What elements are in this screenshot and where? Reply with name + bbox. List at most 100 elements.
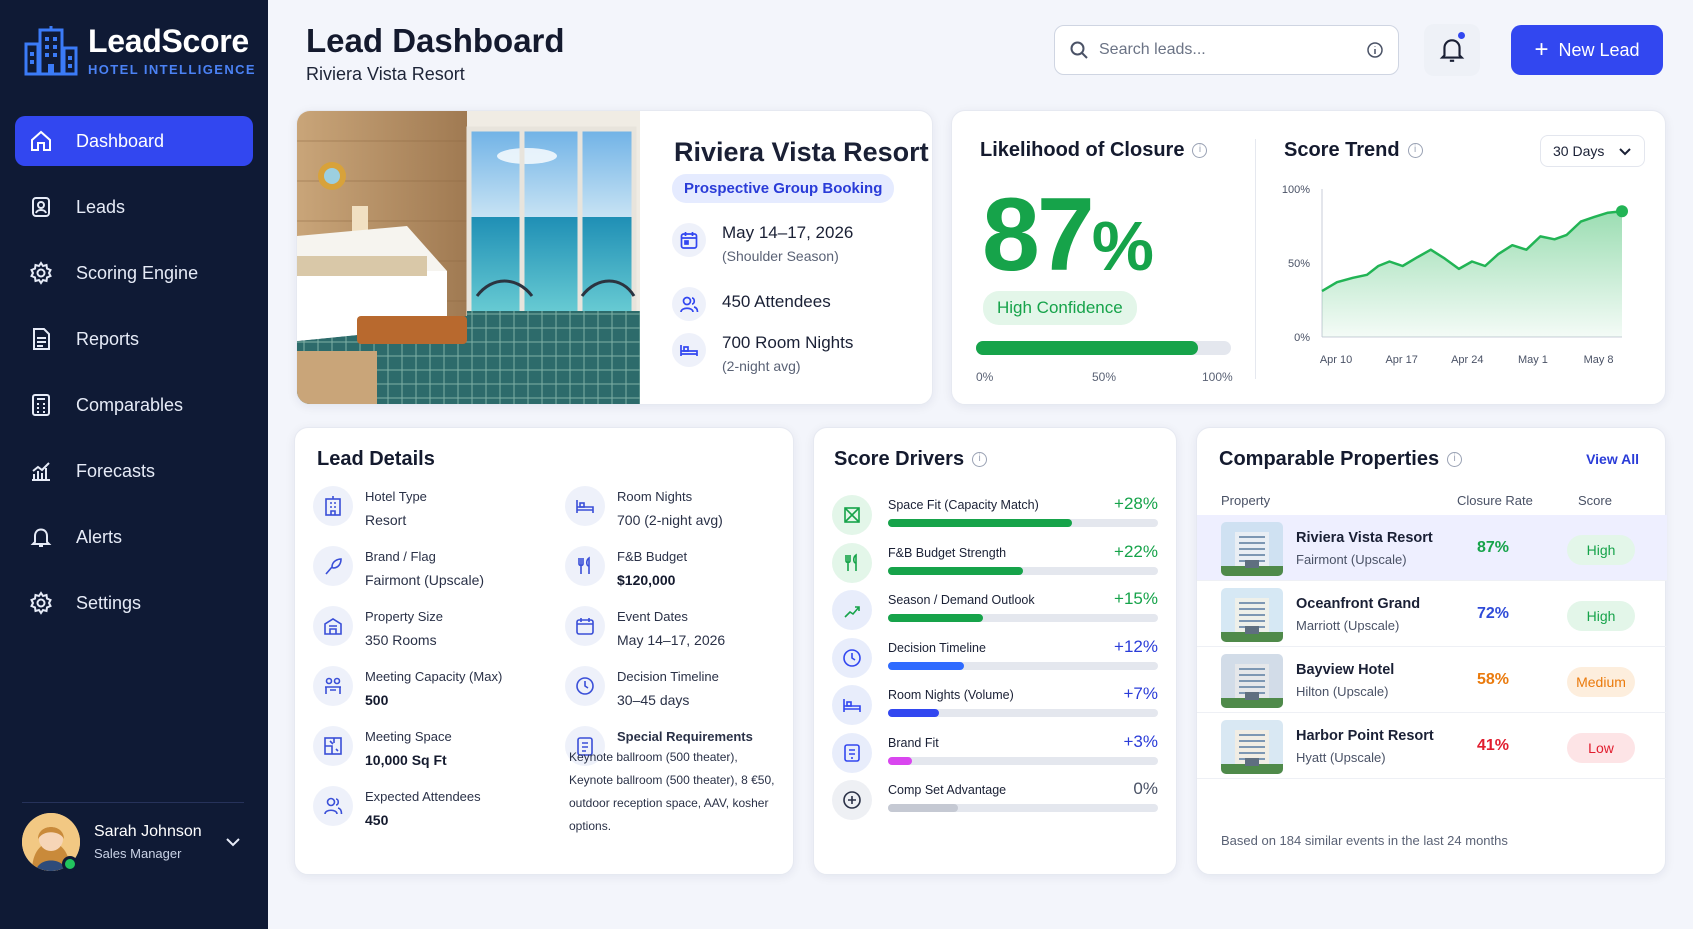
plus-circle-icon [832,780,872,820]
search-box[interactable] [1054,25,1399,75]
page-title: Lead Dashboard [306,22,565,59]
lead-details-card: Lead Details Hotel Type Resort Brand / Fl… [294,427,794,875]
column-header-property[interactable]: Property [1221,493,1271,508]
x-tick-label: Apr 10 [1320,354,1352,366]
sidebar-item-label: Comparables [76,394,184,415]
score-driver-row: F&B Budget Strength +22% [832,542,1158,593]
score-driver-bar-fill [888,709,940,717]
table-row[interactable]: Riviera Vista Resort Fairmont (Upscale) 87… [1197,515,1667,581]
brand-logo[interactable]: LeadScore HOTEL INTELLIGENCE [24,24,256,77]
closure-rate: 41% [1477,737,1510,754]
score-driver-label: Brand Fit [888,735,939,750]
score-driver-bar [888,661,1158,670]
sidebar-item-comparables[interactable]: Comparables [15,380,253,430]
lead-dates-value: May 14–17, 2026 [722,223,854,242]
info-icon[interactable] [1366,41,1384,59]
trend-icon [832,590,872,630]
column-header-closure-rate[interactable]: Closure Rate [1457,493,1533,508]
info-icon[interactable]: i [1407,143,1423,159]
comparable-properties-card: Comparable Properties i View All Property… [1196,427,1667,875]
hotel-icon [313,486,353,526]
table-row[interactable]: Bayview Hotel Hilton (Upscale) 58% Medium [1197,647,1667,713]
sidebar-item-alerts[interactable]: Alerts [15,512,253,562]
score-driver-bar-fill [888,519,1072,527]
detail-label: Event Dates [617,609,688,624]
table-row[interactable]: Harbor Point Resort Hyatt (Upscale) 41% Low [1197,713,1667,779]
notifications-button[interactable] [1424,24,1480,76]
score-driver-label: Space Fit (Capacity Match) [888,498,1039,512]
lead-details-left-column: Hotel Type Resort Brand / Flag Fairmont (U… [313,486,538,846]
score-driver-bar-fill [888,614,983,622]
score-driver-row: Brand Fit +3% [832,732,1158,783]
score-driver-value: +28% [1114,494,1158,513]
detail-value: $120,000 [617,572,676,588]
lead-details-title: Lead Details [317,448,435,470]
chevron-down-icon [1619,148,1631,156]
new-lead-button[interactable]: + New Lead [1511,25,1663,75]
score-driver-bar [888,614,1158,622]
user-role: Sales Manager [94,846,182,861]
view-all-link[interactable]: View All [1586,451,1639,467]
group-icon [313,666,353,706]
property-name: Oceanfront Grand [1296,596,1421,612]
detail-value: Fairmont (Upscale) [365,572,485,588]
clipboard-icon [565,726,605,766]
trend-area [1322,211,1622,337]
detail-event-dates: Event Dates May 14–17, 2026 [565,606,780,666]
detail-room-nights: Room Nights 700 (2-night avg) [565,486,780,546]
property-brand: Hilton (Upscale) [1296,684,1389,699]
lead-attendees: 450 Attendees [672,287,831,321]
detail-value: 450 [365,812,389,828]
score-trend-chart: 100% 50% 0% Apr 10 Apr 17 Apr 24 May 1 May 8 [1282,184,1628,366]
comparables-footnote: Based on 184 similar events in the last … [1221,833,1508,848]
detail-fb-budget: F&B Budget $120,000 [565,546,780,606]
lead-room-nights-value: 700 Room Nights [722,333,854,352]
sidebar-item-settings[interactable]: Settings [15,578,253,628]
score-driver-label: Comp Set Advantage [888,783,1007,797]
score-driver-value: +15% [1114,589,1158,608]
info-icon[interactable]: i [1192,143,1208,159]
utensils-icon [565,546,605,586]
home-icon [28,128,54,154]
score-driver-bar-fill [888,566,1023,575]
hotel-logo-icon [24,25,78,75]
closure-rate: 87% [1477,539,1510,556]
clock-icon [832,637,872,678]
score-driver-bar [888,709,1158,717]
search-input[interactable] [1099,41,1366,59]
chevron-down-icon[interactable] [224,833,242,851]
trend-range-dropdown[interactable]: 30 Days [1540,135,1645,167]
info-icon[interactable]: i [972,452,988,468]
calculator-icon [28,392,54,418]
score-driver-value: +12% [1114,636,1158,656]
x-tick-label: Apr 17 [1385,354,1417,366]
lead-property-name: Riviera Vista Resort [674,137,929,167]
detail-value: 700 (2-night avg) [617,512,723,528]
closure-rate: 72% [1477,605,1510,622]
property-name: Riviera Vista Resort [1296,530,1433,546]
user-profile[interactable]: Sarah Johnson Sales Manager [22,802,244,871]
info-icon[interactable]: i [1447,452,1463,468]
sidebar-item-reports[interactable]: Reports [15,314,253,364]
detail-label: Expected Attendees [365,789,481,804]
table-row[interactable]: Oceanfront Grand Marriott (Upscale) 72% Hig… [1197,581,1667,647]
confidence-badge: High Confidence [983,291,1137,325]
calendar-icon [672,223,706,257]
detail-label: Special Requirements [617,729,753,744]
gear-icon [28,260,54,286]
sidebar-item-leads[interactable]: Leads [15,182,253,232]
closure-rate: 58% [1477,671,1510,688]
score-driver-row: Decision Timeline +12% [832,636,1158,688]
people-icon [313,786,353,826]
detail-value: 10,000 Sq Ft [365,752,447,768]
sidebar-nav: Dashboard Leads Scoring Engine Reports C… [15,116,253,644]
trend-range-value: 30 Days [1553,143,1605,159]
sidebar-item-scoring-engine[interactable]: Scoring Engine [15,248,253,298]
column-header-score[interactable]: Score [1578,493,1612,508]
sidebar-item-forecasts[interactable]: Forecasts [15,446,253,496]
score-driver-row: Space Fit (Capacity Match) +28% [832,494,1158,545]
sidebar-item-dashboard[interactable]: Dashboard [15,116,253,166]
brand-icon [832,732,872,773]
score-driver-label: F&B Budget Strength [888,545,1007,560]
trend-latest-point[interactable] [1616,205,1628,218]
